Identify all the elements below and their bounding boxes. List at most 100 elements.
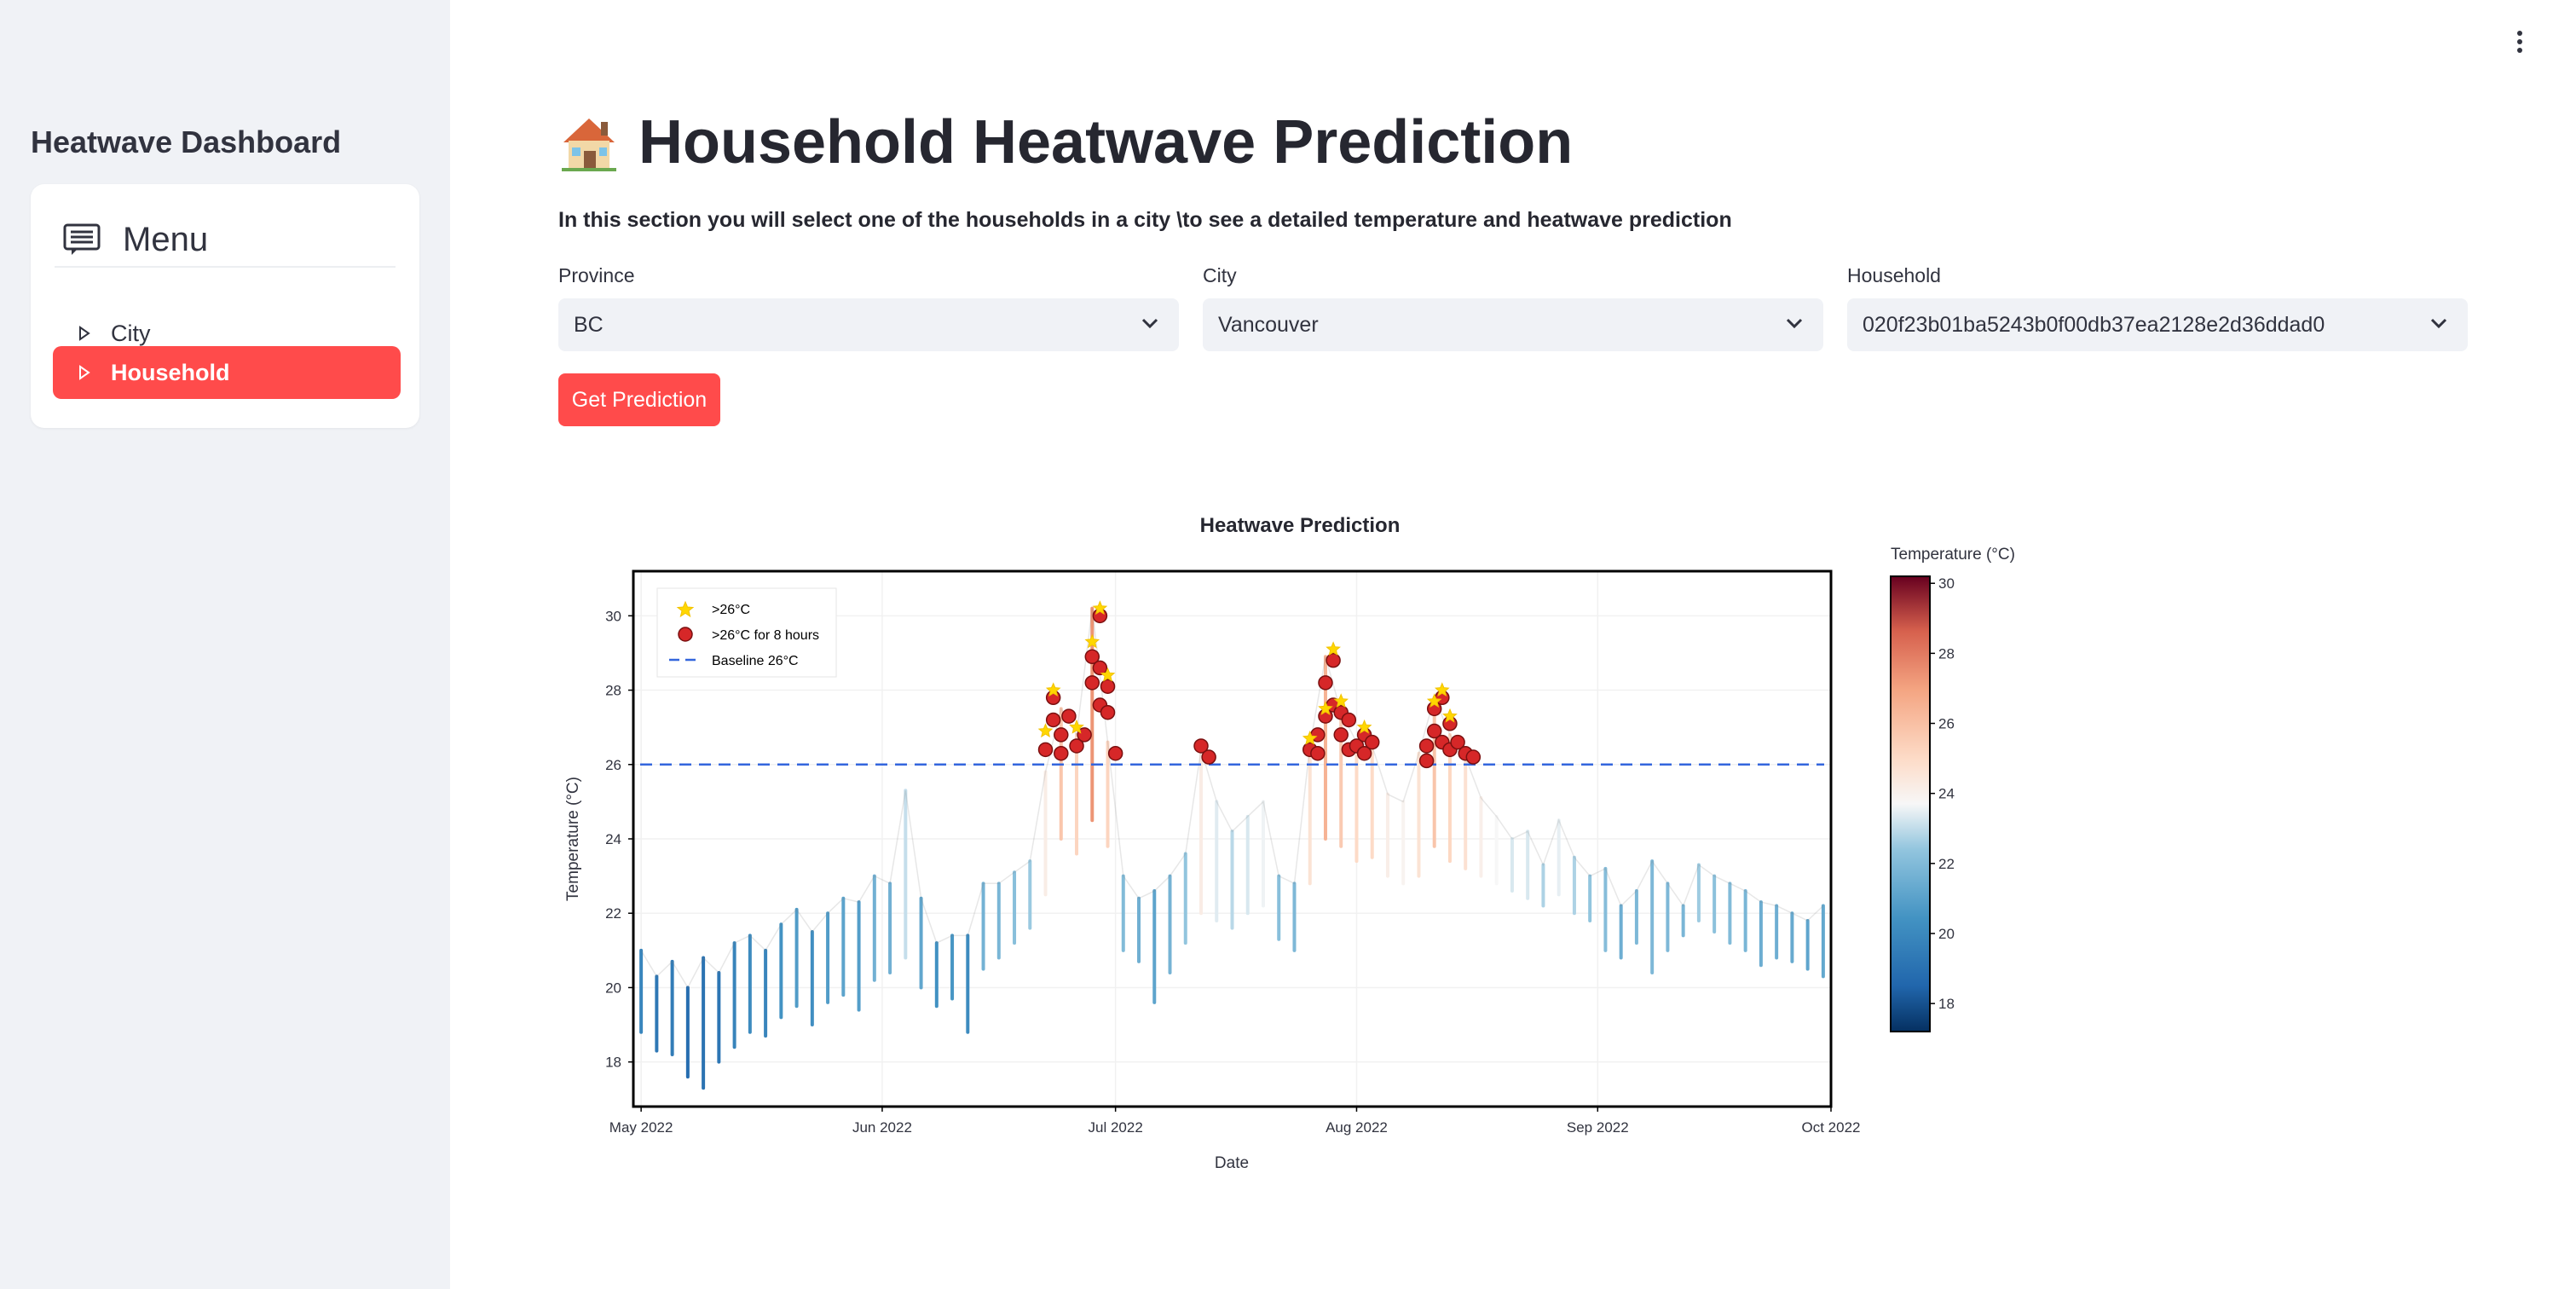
exceedance-star-marker	[1318, 701, 1333, 715]
x-tick-label: Aug 2022	[1326, 1119, 1388, 1136]
province-label: Province	[558, 264, 635, 286]
heatwave-8h-marker	[1418, 753, 1435, 769]
y-tick-label: 22	[605, 905, 621, 922]
chevron-down-icon	[1141, 318, 1158, 329]
x-tick-label: Jun 2022	[852, 1119, 912, 1136]
heatwave-8h-marker	[1061, 708, 1077, 724]
household-value: 020f23b01ba5243b0f00db37ea2128e2d36ddad0	[1863, 312, 2325, 337]
heatwave-8h-marker	[1077, 727, 1092, 743]
y-axis-label: Temperature (°C)	[564, 777, 582, 901]
exceedance-star-marker	[1069, 719, 1084, 734]
colorbar-tick-label: 18	[1938, 996, 1955, 1012]
sidebar: Heatwave Dashboard Menu City Household	[0, 0, 450, 1289]
x-tick-label: May 2022	[609, 1119, 673, 1136]
legend-circle-marker	[678, 627, 693, 642]
temperature-max-line	[640, 608, 1824, 989]
sidebar-item-label: Household	[111, 359, 230, 385]
city-label: City	[1203, 264, 1237, 286]
colorbar-title: Temperature (°C)	[1891, 546, 2015, 564]
option-menu: Menu City Household	[31, 184, 419, 428]
heatwave-8h-marker	[1333, 727, 1349, 743]
legend-label: >26°C	[712, 603, 750, 617]
heatwave-8h-marker	[1193, 738, 1209, 754]
y-tick-label: 24	[605, 831, 621, 847]
heatwave-8h-marker	[1084, 649, 1100, 665]
exceedance-star-marker	[1045, 682, 1061, 697]
menu-header: Menu	[55, 213, 396, 268]
heatwave-8h-marker	[1054, 727, 1069, 743]
heatwave-8h-marker	[1107, 745, 1123, 761]
x-tick-label: Jul 2022	[1089, 1119, 1143, 1136]
heatwave-8h-marker	[1356, 745, 1372, 761]
x-tick-label: Sep 2022	[1567, 1119, 1629, 1136]
y-tick-label: 30	[605, 608, 621, 624]
household-select[interactable]: 020f23b01ba5243b0f00db37ea2128e2d36ddad0	[1847, 298, 2468, 351]
exceedance-star-marker	[1426, 693, 1442, 708]
legend-label: >26°C for 8 hours	[712, 628, 819, 643]
y-tick-label: 20	[605, 980, 621, 996]
heatwave-8h-marker	[1426, 723, 1442, 739]
heatwave-8h-marker	[1069, 738, 1084, 754]
household-label: Household	[1847, 264, 1941, 286]
y-tick-label: 18	[605, 1055, 621, 1071]
exceedance-star-marker	[1356, 719, 1372, 734]
exceedance-star-marker	[1326, 641, 1341, 656]
chevron-down-icon	[2430, 318, 2447, 329]
legend-label: Baseline 26°C	[712, 654, 799, 668]
page-description: In this section you will select one of t…	[558, 208, 1732, 232]
heatwave-8h-marker	[1054, 745, 1069, 761]
exceedance-markers	[1037, 600, 1481, 769]
y-tick-label: 28	[605, 683, 621, 699]
heatwave-8h-marker	[1037, 742, 1054, 758]
province-value: BC	[574, 312, 604, 337]
exceedance-star-marker	[1100, 667, 1116, 682]
colorbar-tick-label: 26	[1938, 716, 1955, 732]
legend-star-marker	[676, 600, 695, 618]
colorbar: Temperature (°C) 18 20 22 24 26 28 30	[1890, 546, 2015, 1032]
exceedance-star-marker	[1442, 708, 1458, 723]
exceedance-star-marker	[1037, 723, 1054, 738]
sidebar-title: Heatwave Dashboard	[31, 124, 342, 159]
sidebar-item-city[interactable]: City	[53, 307, 401, 360]
menu-title: Menu	[123, 220, 209, 258]
province-select[interactable]: BC	[558, 298, 1179, 351]
heatwave-8h-marker	[1418, 738, 1435, 754]
exceedance-star-marker	[1434, 682, 1450, 697]
heatwave-8h-marker	[1084, 675, 1100, 691]
x-axis-ticks: May 2022 Jun 2022 Jul 2022 Aug 2022 Sep 2022…	[609, 1107, 1861, 1136]
city-value: Vancouver	[1218, 312, 1319, 337]
house-icon	[562, 118, 616, 171]
heatwave-8h-marker	[1318, 675, 1333, 691]
exceedance-star-marker	[1302, 731, 1318, 745]
heatwave-8h-marker	[1100, 679, 1116, 694]
heatwave-8h-marker	[1326, 652, 1341, 668]
heatwave-8h-marker	[1092, 660, 1108, 676]
exceedance-star-marker	[1092, 600, 1108, 616]
colorbar-tick-label: 20	[1938, 926, 1955, 942]
heatwave-8h-marker	[1364, 734, 1380, 750]
menu-list-icon	[63, 223, 101, 255]
grid	[633, 571, 1832, 1107]
x-axis-label: Date	[1215, 1154, 1249, 1172]
sidebar-item-household[interactable]: Household	[53, 346, 401, 399]
colorbar-gradient	[1890, 575, 1931, 1032]
heatwave-8h-marker	[1465, 749, 1481, 765]
play-icon	[79, 365, 90, 380]
exceedance-star-marker	[1084, 633, 1100, 649]
exceedance-star-marker	[1333, 693, 1349, 708]
city-select[interactable]: Vancouver	[1203, 298, 1823, 351]
y-axis-ticks: 18 20 22 24 26 28 30	[605, 608, 633, 1071]
get-prediction-button[interactable]: Get Prediction	[558, 373, 720, 426]
chart-title: Heatwave Prediction	[1200, 514, 1401, 537]
colorbar-tick-label: 24	[1938, 786, 1955, 802]
heatwave-8h-marker	[1310, 745, 1326, 761]
more-options-icon[interactable]	[2515, 29, 2525, 55]
chevron-down-icon	[1786, 318, 1803, 329]
heatwave-8h-marker	[1450, 734, 1465, 750]
heatwave-8h-marker	[1100, 704, 1116, 720]
legend: >26°C >26°C for 8 hours Baseline 26°C	[656, 587, 837, 678]
y-tick-label: 26	[605, 757, 621, 773]
heatwave-8h-marker	[1201, 749, 1216, 765]
x-tick-label: Oct 2022	[1802, 1119, 1861, 1136]
colorbar-ticks: 18 20 22 24 26 28 30	[1930, 575, 1955, 1012]
